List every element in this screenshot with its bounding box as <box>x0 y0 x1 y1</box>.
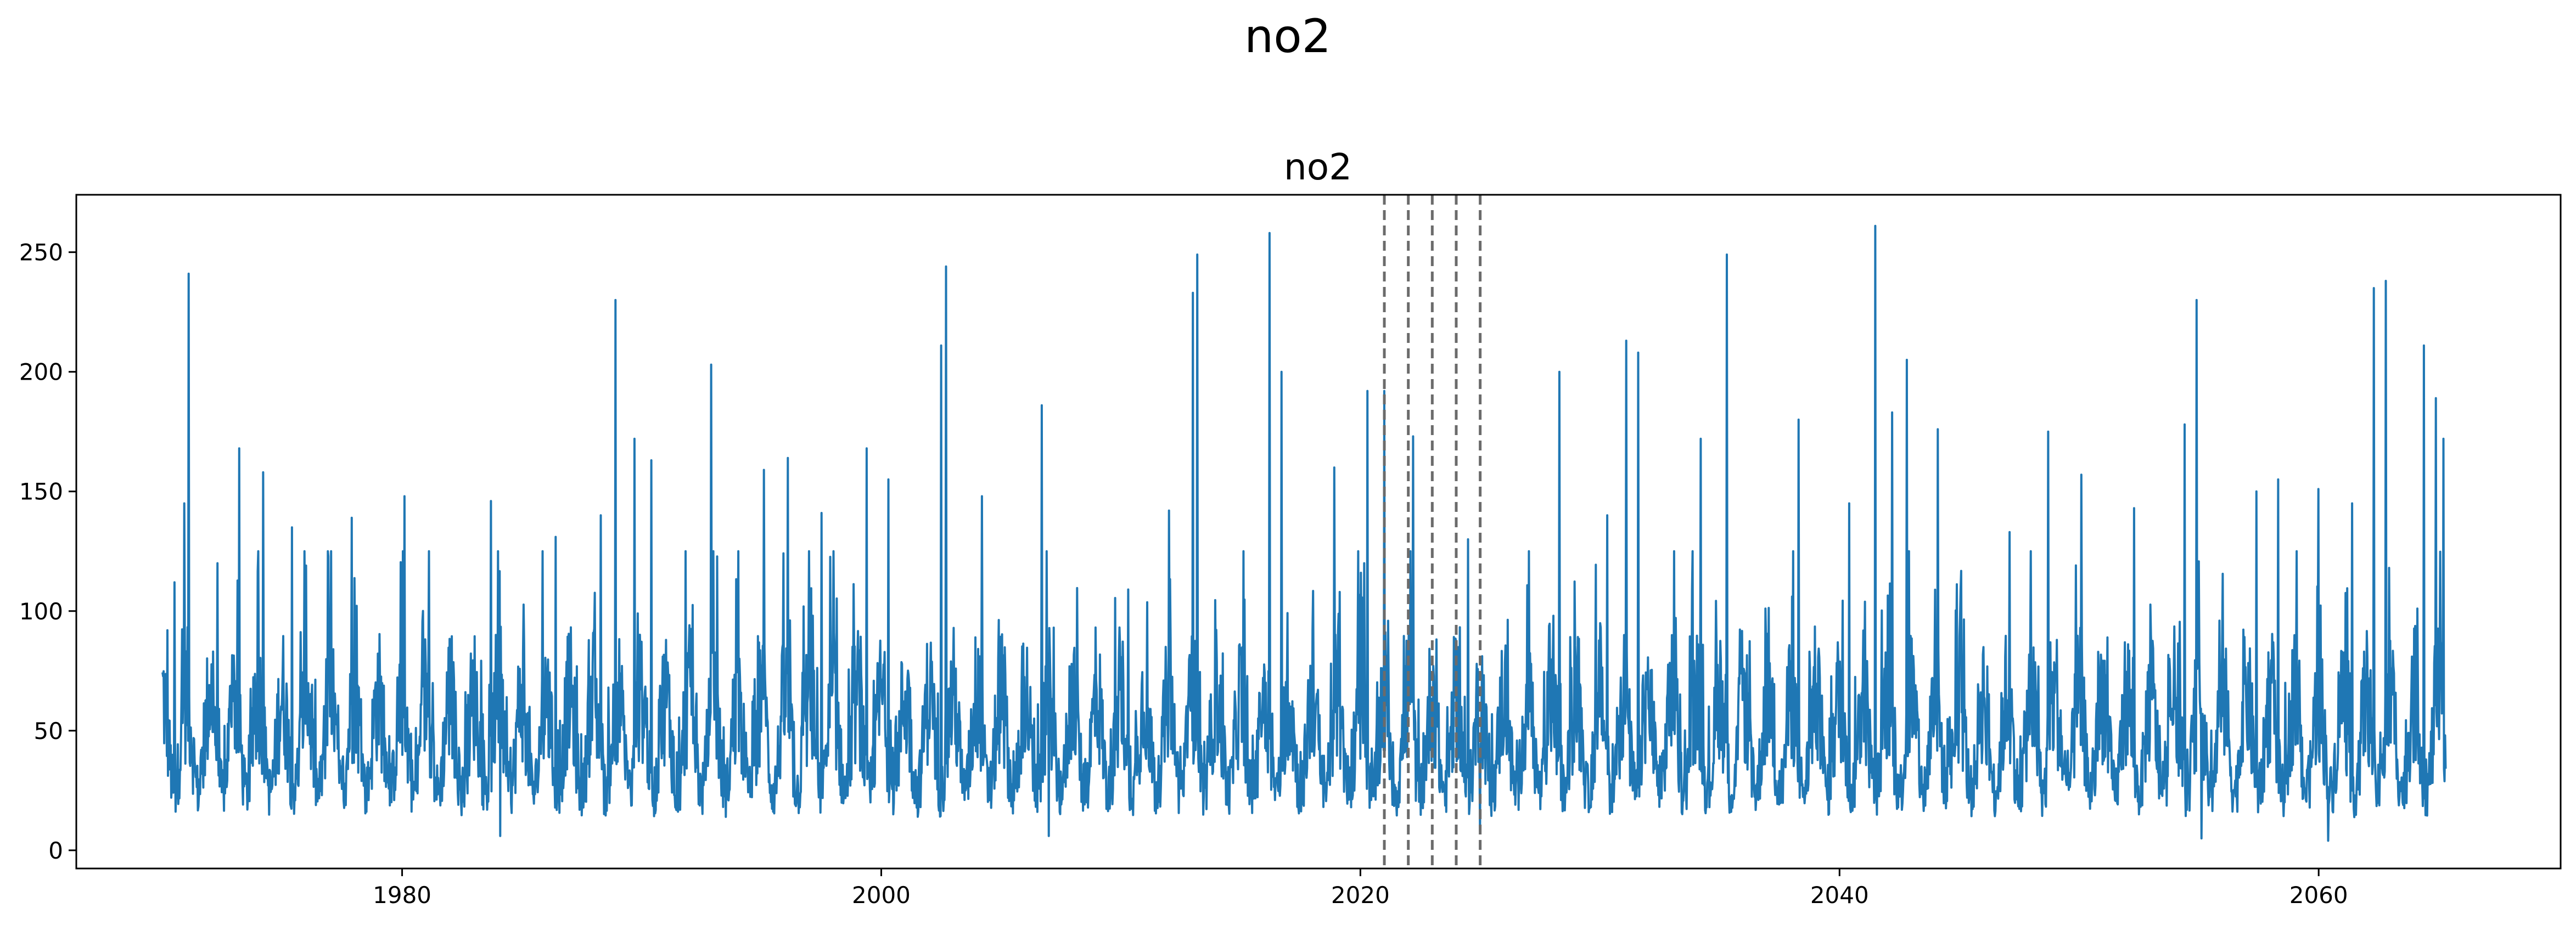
x-tick-label: 1980 <box>373 882 431 909</box>
y-tick-label: 150 <box>19 478 63 505</box>
x-tick-label: 2040 <box>1810 882 1869 909</box>
figure-title: no2 <box>1244 9 1331 63</box>
axes-title: no2 <box>1284 146 1352 188</box>
y-axis: 0 50 100 150 200 250 <box>19 239 76 864</box>
y-tick-label: 250 <box>19 239 63 266</box>
y-tick-label: 100 <box>19 598 63 625</box>
y-tick-label: 50 <box>34 718 63 744</box>
vline-layer <box>1383 195 1482 868</box>
y-tick-label: 0 <box>48 837 63 864</box>
plot-area <box>75 194 2562 870</box>
series-layer <box>161 224 2447 842</box>
y-tick-label: 200 <box>19 359 63 386</box>
x-axis: 1980 2000 2020 2040 2060 <box>373 868 2348 909</box>
series-line <box>161 224 2447 842</box>
x-tick-label: 2000 <box>852 882 911 909</box>
axes-frame <box>75 194 2562 870</box>
x-tick-label: 2060 <box>2289 882 2348 909</box>
x-tick-label: 2020 <box>1331 882 1390 909</box>
